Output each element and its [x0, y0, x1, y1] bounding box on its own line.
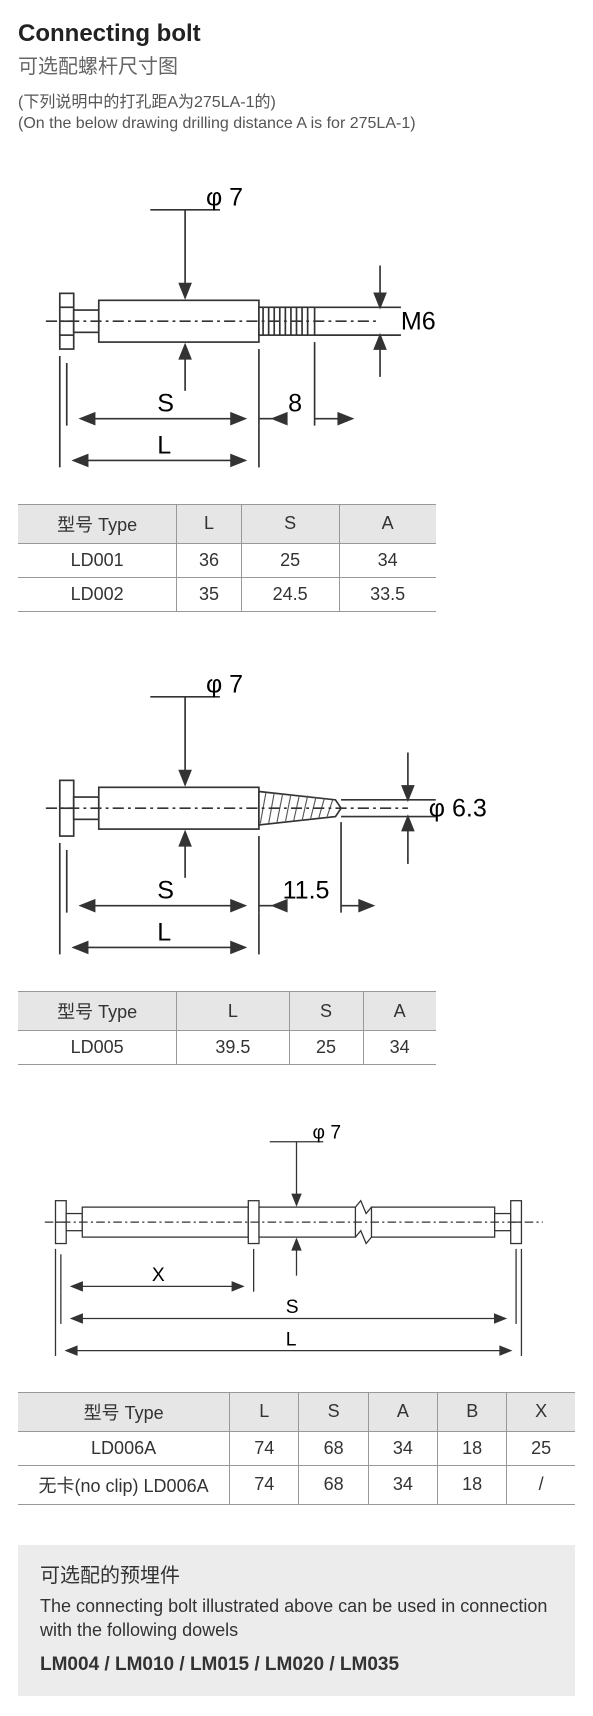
- cell-l: 35: [177, 577, 241, 611]
- th-l: L: [177, 504, 241, 543]
- th-type: 型号 Type: [18, 1392, 230, 1431]
- cell-b: 18: [438, 1465, 507, 1504]
- cell-a: 34: [339, 543, 436, 577]
- cell-s: 24.5: [241, 577, 339, 611]
- cell-a: 34: [368, 1431, 437, 1465]
- cell-s: 68: [299, 1465, 368, 1504]
- table-2: 型号 Type L S A LD005 39.5 25 34: [18, 991, 436, 1065]
- table-1: 型号 Type L S A LD001 36 25 34 LD002 35 24…: [18, 504, 436, 612]
- label-s: S: [157, 877, 174, 905]
- dowel-title-zh: 可选配的预埋件: [40, 1563, 553, 1590]
- diagram-bolt-2: φ 7 φ 6.3 S 11.5 L: [18, 662, 575, 961]
- cell-x: 25: [507, 1431, 575, 1465]
- table-3: 型号 Type L S A B X LD006A 74 68 34 18 25 …: [18, 1392, 575, 1505]
- label-s: S: [286, 1298, 299, 1319]
- th-a: A: [339, 504, 436, 543]
- cell-type: LD002: [18, 577, 177, 611]
- dowel-list: LM004 / LM010 / LM015 / LM020 / LM035: [40, 1652, 553, 1678]
- label-115: 11.5: [283, 877, 330, 905]
- label-l: L: [286, 1330, 297, 1351]
- dowel-info-box: 可选配的预埋件 The connecting bolt illustrated …: [18, 1545, 575, 1696]
- label-phi7: φ 7: [206, 671, 243, 699]
- note-block: (下列说明中的打孔距A为275LA-1的) (On the below draw…: [18, 93, 575, 135]
- label-phi63: φ 6.3: [429, 795, 487, 823]
- label-m6: M6: [401, 307, 436, 335]
- table-row: LD005 39.5 25 34: [18, 1031, 436, 1065]
- table-row: LD002 35 24.5 33.5: [18, 577, 436, 611]
- table-header: 型号 Type L S A: [18, 992, 436, 1031]
- cell-s: 25: [241, 543, 339, 577]
- th-a: A: [363, 992, 436, 1031]
- cell-x: /: [507, 1465, 575, 1504]
- cell-l: 39.5: [177, 1031, 289, 1065]
- label-s: S: [157, 389, 174, 417]
- th-l: L: [177, 992, 289, 1031]
- th-a: A: [368, 1392, 437, 1431]
- th-x: X: [507, 1392, 575, 1431]
- page-title-en: Connecting bolt: [18, 20, 575, 48]
- table-header: 型号 Type L S A B X: [18, 1392, 575, 1431]
- cell-a: 34: [363, 1031, 436, 1065]
- label-x: X: [152, 1265, 165, 1286]
- th-l: L: [230, 1392, 299, 1431]
- table-row: LD006A 74 68 34 18 25: [18, 1431, 575, 1465]
- label-l: L: [157, 431, 171, 459]
- cell-s: 68: [299, 1431, 368, 1465]
- th-s: S: [241, 504, 339, 543]
- diagram-bolt-3: φ 7 X S L: [18, 1115, 575, 1361]
- diagram-bolt-1: φ 7 M6 S 8 L: [18, 175, 575, 474]
- th-type: 型号 Type: [18, 504, 177, 543]
- cell-b: 18: [438, 1431, 507, 1465]
- cell-l: 36: [177, 543, 241, 577]
- cell-type: LD006A: [18, 1431, 230, 1465]
- dowel-desc: The connecting bolt illustrated above ca…: [40, 1594, 553, 1643]
- note-en: (On the below drawing drilling distance …: [18, 114, 575, 135]
- label-l: L: [157, 918, 171, 946]
- page-title-zh: 可选配螺杆尺寸图: [18, 50, 575, 79]
- cell-type: 无卡(no clip) LD006A: [18, 1465, 230, 1504]
- note-zh: (下列说明中的打孔距A为275LA-1的): [18, 93, 575, 114]
- cell-l: 74: [230, 1431, 299, 1465]
- label-8: 8: [288, 389, 302, 417]
- th-type: 型号 Type: [18, 992, 177, 1031]
- th-s: S: [299, 1392, 368, 1431]
- cell-type: LD001: [18, 543, 177, 577]
- cell-a: 34: [368, 1465, 437, 1504]
- table-row: 无卡(no clip) LD006A 74 68 34 18 /: [18, 1465, 575, 1504]
- cell-s: 25: [289, 1031, 363, 1065]
- label-phi7: φ 7: [313, 1123, 342, 1144]
- cell-l: 74: [230, 1465, 299, 1504]
- cell-a: 33.5: [339, 577, 436, 611]
- table-header: 型号 Type L S A: [18, 504, 436, 543]
- label-phi7: φ 7: [206, 183, 243, 211]
- table-row: LD001 36 25 34: [18, 543, 436, 577]
- th-b: B: [438, 1392, 507, 1431]
- th-s: S: [289, 992, 363, 1031]
- cell-type: LD005: [18, 1031, 177, 1065]
